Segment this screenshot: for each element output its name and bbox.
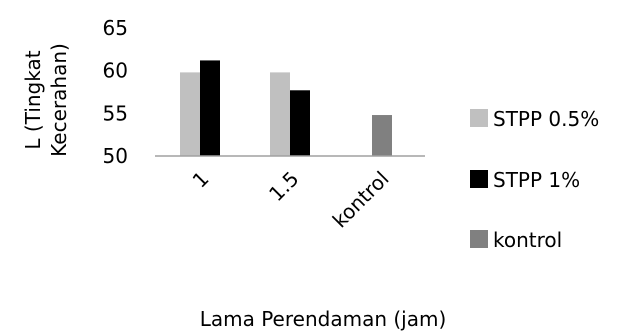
legend-label: STPP 0.5% <box>493 107 599 131</box>
y-tick-label: 65 <box>103 16 128 40</box>
x-tick-label: kontrol <box>328 167 394 233</box>
y-tick-label: 55 <box>103 101 128 125</box>
y-axis-title-line: L (Tingkat <box>21 50 45 149</box>
y-axis-ticks: 50 55 60 65 <box>103 16 128 168</box>
y-axis-title-line: Kecerahan) <box>47 43 71 157</box>
x-axis-ticks: 1 1.5 kontrol <box>188 167 394 233</box>
legend-label: kontrol <box>493 228 562 252</box>
legend-label: STPP 1% <box>493 168 580 192</box>
bar <box>290 90 310 156</box>
legend-swatch <box>470 170 488 188</box>
bar <box>270 72 290 156</box>
x-tick-label: 1.5 <box>264 167 303 206</box>
y-tick-label: 60 <box>103 59 128 83</box>
bars <box>180 60 392 156</box>
y-axis-title: L (Tingkat Kecerahan) <box>21 43 71 157</box>
legend-swatch <box>470 230 488 248</box>
bar <box>180 72 200 156</box>
bar <box>200 60 220 156</box>
legend-swatch <box>470 109 488 127</box>
bar <box>372 115 392 156</box>
y-tick-label: 50 <box>103 144 128 168</box>
x-tick-label: 1 <box>188 167 214 193</box>
legend: STPP 0.5% STPP 1% kontrol <box>470 107 599 252</box>
x-axis-title: Lama Perendaman (jam) <box>200 307 447 331</box>
